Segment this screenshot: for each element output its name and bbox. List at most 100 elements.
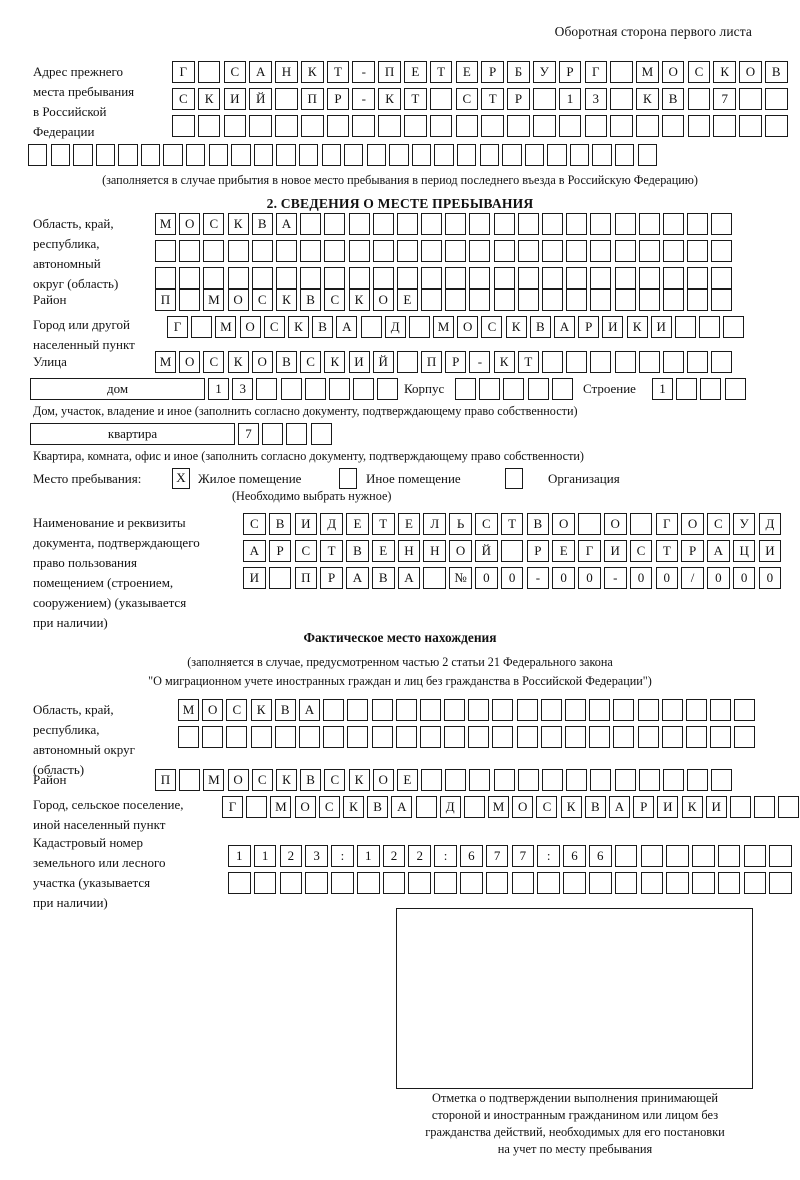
char-cell[interactable]: [275, 267, 297, 289]
char-cell[interactable]: [371, 726, 393, 748]
char-cell[interactable]: О: [251, 351, 273, 373]
char-cell[interactable]: В: [367, 796, 389, 818]
char-cell[interactable]: [469, 213, 491, 235]
char-cell[interactable]: [347, 699, 369, 721]
char-cell[interactable]: [517, 769, 539, 791]
char-cell[interactable]: [692, 872, 715, 894]
char-cell[interactable]: Й: [372, 351, 394, 373]
char-cell[interactable]: [202, 726, 224, 748]
char-cell[interactable]: [729, 796, 751, 818]
char-cell[interactable]: Т: [481, 88, 504, 110]
char-cell[interactable]: [118, 144, 138, 166]
char-cell[interactable]: [347, 726, 369, 748]
char-cell[interactable]: С: [251, 289, 273, 311]
char-cell[interactable]: [331, 872, 354, 894]
char-cell[interactable]: О: [372, 769, 394, 791]
char-cell[interactable]: [699, 316, 721, 338]
char-cell[interactable]: [227, 267, 249, 289]
char-cell[interactable]: [463, 796, 485, 818]
char-cell[interactable]: [589, 699, 611, 721]
previous-address-row-4[interactable]: [28, 144, 660, 166]
char-cell[interactable]: [378, 115, 401, 137]
checkbox-residential[interactable]: X: [172, 468, 190, 489]
char-cell[interactable]: Й: [475, 540, 498, 562]
char-cell[interactable]: [429, 88, 453, 110]
char-cell[interactable]: О: [202, 699, 224, 721]
char-cell[interactable]: [516, 699, 538, 721]
char-cell[interactable]: К: [197, 88, 221, 110]
char-cell[interactable]: О: [603, 513, 627, 535]
char-cell[interactable]: С: [294, 540, 318, 562]
char-cell[interactable]: [372, 267, 394, 289]
char-cell[interactable]: О: [681, 513, 704, 535]
char-cell[interactable]: [511, 872, 535, 894]
char-cell[interactable]: С: [481, 316, 503, 338]
char-cell[interactable]: О: [239, 316, 261, 338]
char-cell[interactable]: В: [371, 567, 395, 589]
char-cell[interactable]: [395, 699, 417, 721]
char-cell[interactable]: К: [348, 769, 370, 791]
char-cell[interactable]: [687, 351, 709, 373]
char-cell[interactable]: [300, 240, 322, 262]
char-cell[interactable]: [479, 144, 499, 166]
char-cell[interactable]: [661, 726, 683, 748]
char-cell[interactable]: К: [342, 796, 364, 818]
char-cell[interactable]: [565, 726, 586, 748]
char-cell[interactable]: [203, 267, 225, 289]
char-cell[interactable]: К: [250, 699, 272, 721]
char-cell[interactable]: [469, 769, 491, 791]
char-cell[interactable]: [589, 726, 611, 748]
char-cell[interactable]: [687, 289, 709, 311]
char-cell[interactable]: С: [251, 769, 273, 791]
char-cell[interactable]: [493, 240, 515, 262]
char-cell[interactable]: В: [584, 796, 606, 818]
char-cell[interactable]: У: [732, 513, 756, 535]
char-cell[interactable]: В: [526, 513, 550, 535]
char-cell[interactable]: В: [251, 213, 273, 235]
char-cell[interactable]: Р: [526, 540, 550, 562]
char-cell[interactable]: [676, 378, 698, 400]
char-cell[interactable]: Р: [268, 540, 292, 562]
char-cell[interactable]: [348, 240, 370, 262]
char-cell[interactable]: [304, 378, 326, 400]
char-cell[interactable]: 3: [584, 88, 608, 110]
char-cell[interactable]: [517, 213, 539, 235]
char-cell[interactable]: [421, 213, 443, 235]
char-cell[interactable]: Л: [423, 513, 447, 535]
char-cell[interactable]: 0: [552, 567, 575, 589]
char-cell[interactable]: Р: [320, 567, 343, 589]
char-cell[interactable]: [395, 726, 417, 748]
char-cell[interactable]: [155, 267, 176, 289]
char-cell[interactable]: К: [636, 88, 659, 110]
char-cell[interactable]: С: [172, 88, 195, 110]
char-cell[interactable]: [246, 796, 268, 818]
char-cell[interactable]: [610, 88, 633, 110]
char-cell[interactable]: [638, 769, 660, 791]
char-cell[interactable]: -: [352, 88, 376, 110]
char-cell[interactable]: [710, 726, 732, 748]
char-cell[interactable]: [500, 540, 524, 562]
char-cell[interactable]: 1: [356, 845, 380, 867]
char-cell[interactable]: [711, 289, 733, 311]
char-cell[interactable]: /: [681, 567, 704, 589]
char-cell[interactable]: О: [552, 513, 575, 535]
char-cell[interactable]: -: [526, 567, 550, 589]
char-cell[interactable]: [481, 115, 504, 137]
char-cell[interactable]: [566, 267, 588, 289]
char-cell[interactable]: [711, 267, 733, 289]
char-cell[interactable]: [382, 872, 406, 894]
char-cell[interactable]: К: [505, 316, 527, 338]
char-cell[interactable]: К: [275, 289, 297, 311]
char-cell[interactable]: И: [650, 316, 672, 338]
char-cell[interactable]: [739, 115, 762, 137]
char-cell[interactable]: [493, 289, 515, 311]
char-cell[interactable]: [734, 726, 756, 748]
char-cell[interactable]: [687, 769, 709, 791]
char-cell[interactable]: Т: [655, 540, 679, 562]
char-cell[interactable]: Е: [397, 513, 421, 535]
